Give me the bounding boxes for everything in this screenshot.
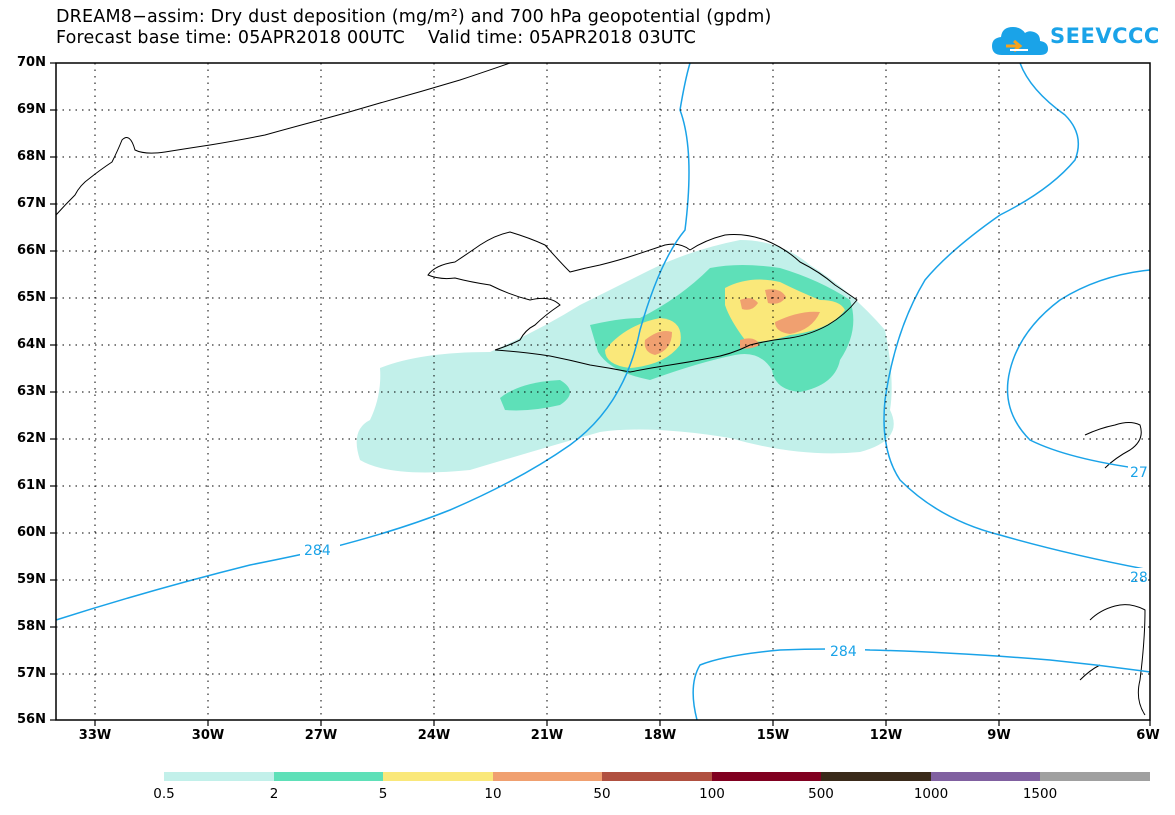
- lat-label: 69N: [17, 102, 46, 117]
- dust-level-10: [740, 298, 758, 310]
- colorbar-swatch: [931, 772, 1040, 781]
- lat-label: 59N: [17, 572, 46, 587]
- lon-label: 12W: [869, 728, 903, 743]
- contour-label: 284: [304, 543, 331, 559]
- contour-label: 28: [1130, 570, 1148, 586]
- colorbar-label: 1000: [913, 786, 949, 802]
- lon-label: 21W: [530, 728, 564, 743]
- axis-ticks: [50, 62, 1151, 726]
- colorbar-swatch: [602, 772, 712, 781]
- lon-label: 6W: [1136, 728, 1160, 743]
- colorbar-swatch: [821, 772, 931, 781]
- colorbar-label: 1500: [1022, 786, 1058, 802]
- lat-label: 60N: [17, 525, 46, 540]
- contour-label: 284: [830, 644, 857, 660]
- colorbar-swatch: [493, 772, 602, 781]
- dust-level-10: [765, 289, 786, 304]
- map-grid: [56, 63, 1150, 720]
- dust-level-10: [644, 331, 672, 355]
- dust-level-5: [605, 318, 681, 368]
- contour-label: 27: [1130, 465, 1148, 481]
- colorbar-label: 2: [269, 786, 279, 802]
- dust-deposition-areas: [356, 240, 894, 473]
- contour-284-west: [55, 62, 691, 621]
- lat-label: 67N: [17, 196, 46, 211]
- lat-label: 68N: [17, 149, 46, 164]
- colorbar-swatch: [274, 772, 383, 781]
- colorbar-label: 100: [699, 786, 725, 802]
- colorbar-swatch: [712, 772, 821, 781]
- colorbar-swatch: [1040, 772, 1150, 781]
- cloud-icon: [992, 27, 1048, 55]
- lon-label: 24W: [417, 728, 451, 743]
- colorbar-swatch: [164, 772, 274, 781]
- lon-label: 15W: [756, 728, 790, 743]
- greenland-coastline: [55, 62, 511, 216]
- lat-label: 64N: [17, 337, 46, 352]
- lat-label: 70N: [17, 55, 46, 70]
- map-subtitle: Forecast base time: 05APR2018 00UTC Vali…: [56, 28, 697, 48]
- lat-label: 56N: [17, 712, 46, 727]
- lon-label: 33W: [78, 728, 112, 743]
- lat-label: 63N: [17, 384, 46, 399]
- iceland-coastline: [427, 231, 858, 373]
- lat-label: 65N: [17, 290, 46, 305]
- colorbar-label: 10: [484, 786, 502, 802]
- lon-label: 9W: [987, 728, 1011, 743]
- colorbar-label: 500: [808, 786, 834, 802]
- geopotential-contours: [55, 62, 1151, 721]
- lat-label: 61N: [17, 478, 46, 493]
- logo-text: SEEVCCC: [1050, 24, 1160, 48]
- lon-label: 30W: [191, 728, 225, 743]
- colorbar-label: 0.5: [153, 786, 175, 802]
- lat-label: 58N: [17, 619, 46, 634]
- lat-label: 66N: [17, 243, 46, 258]
- lon-label: 18W: [643, 728, 677, 743]
- lon-label: 27W: [304, 728, 338, 743]
- lat-label: 57N: [17, 666, 46, 681]
- dust-level-5: [725, 279, 845, 342]
- contour-284-south: [692, 648, 1151, 721]
- contour-labels: 284 284 27 28: [300, 462, 1150, 660]
- dust-level-10: [740, 338, 760, 349]
- dust-level-10: [775, 311, 820, 334]
- contour-27-east: [1006, 269, 1151, 471]
- seevccc-logo: SEEVCCC: [990, 21, 1159, 61]
- contour-284-east: [883, 62, 1151, 571]
- dust-level-2: [500, 380, 570, 411]
- colorbar-label: 5: [378, 786, 388, 802]
- map-title: DREAM8−assim: Dry dust deposition (mg/m²…: [56, 7, 772, 27]
- colorbar-swatch: [383, 772, 493, 781]
- colorbar-label: 50: [593, 786, 611, 802]
- coastlines: [55, 62, 1146, 716]
- lat-label: 62N: [17, 431, 46, 446]
